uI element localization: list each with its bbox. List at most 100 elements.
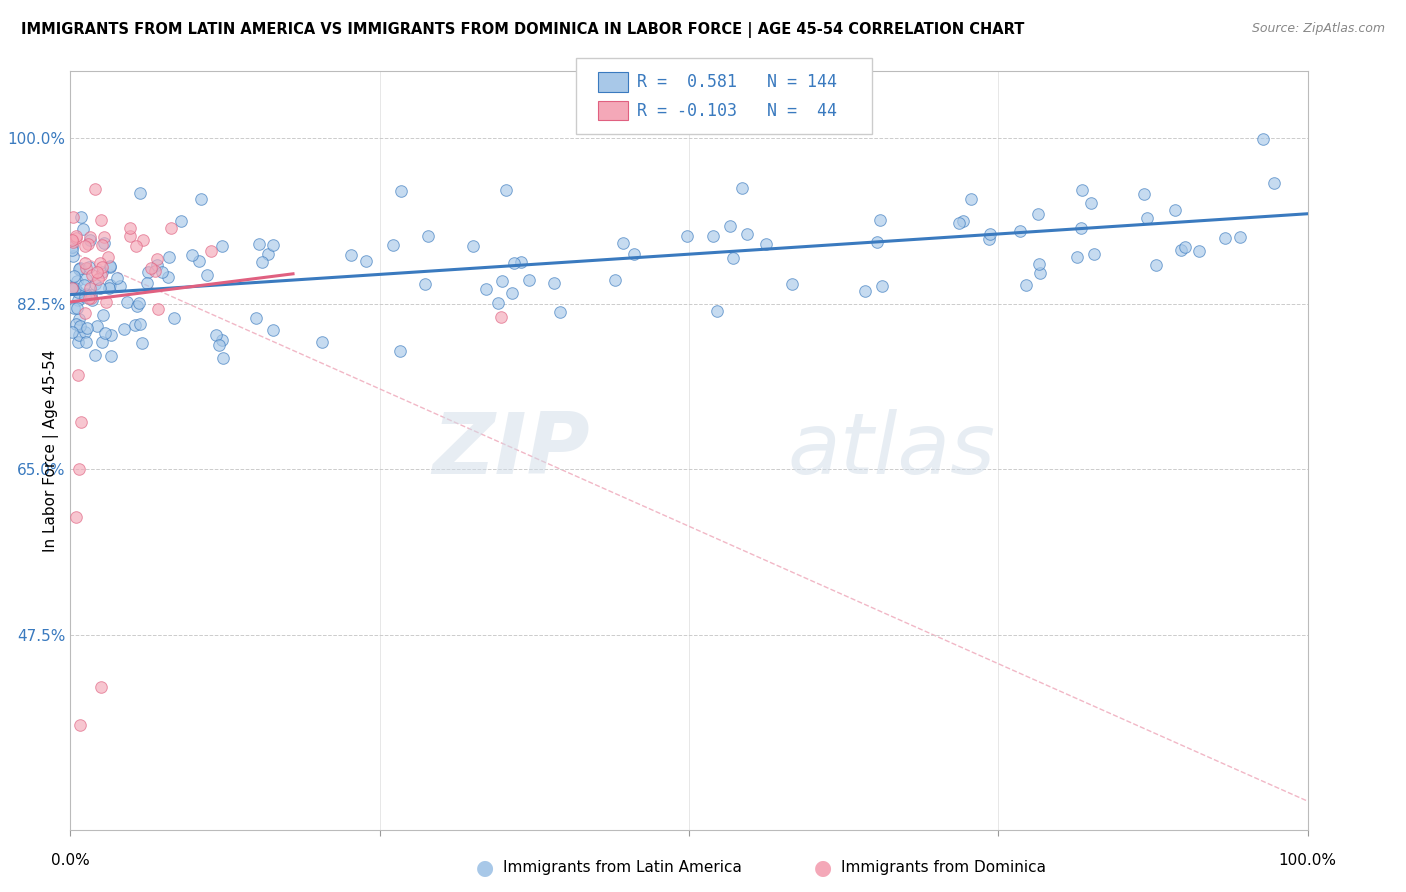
Point [60, 240, 83, 254]
Point [195, 268, 218, 283]
Point [869, 212, 891, 227]
Point [77, 291, 100, 305]
Point [475, 281, 498, 295]
Point [100, 349, 122, 363]
Point [69, 210, 91, 224]
Point [62, 282, 84, 296]
Point [91, 260, 114, 274]
Point [139, 260, 162, 275]
Point [1015, 277, 1038, 292]
Point [382, 238, 405, 252]
Point [486, 295, 509, 310]
Point [125, 299, 148, 313]
Point [866, 235, 889, 249]
Point [69, 261, 91, 276]
Point [83, 181, 105, 195]
Point [105, 271, 128, 285]
Point [501, 286, 523, 301]
Point [66, 274, 89, 288]
Point [83, 348, 105, 362]
Point [98, 260, 121, 274]
Point [60, 281, 83, 295]
Point [623, 246, 645, 260]
Point [517, 273, 540, 287]
Point [94, 294, 117, 309]
Point [146, 301, 169, 316]
Point [159, 221, 181, 235]
Point [979, 227, 1001, 241]
Point [62, 249, 84, 263]
Point [262, 238, 284, 252]
Point [146, 252, 169, 266]
Point [76, 321, 98, 335]
Point [67, 262, 90, 277]
Point [129, 186, 152, 201]
Point [60, 244, 83, 258]
Point [706, 304, 728, 318]
Point [120, 221, 142, 235]
Point [97, 250, 120, 264]
Point [1028, 257, 1050, 271]
Point [416, 229, 439, 244]
Point [69, 319, 91, 334]
Point [1028, 207, 1050, 221]
Text: Immigrants from Dominica: Immigrants from Dominica [841, 861, 1046, 875]
Point [952, 213, 974, 227]
Point [75, 256, 97, 270]
Point [702, 229, 724, 244]
Point [73, 278, 96, 293]
Point [93, 229, 115, 244]
Point [67, 285, 90, 299]
Text: Immigrants from Latin America: Immigrants from Latin America [503, 861, 742, 875]
Point [489, 310, 512, 324]
Point [163, 311, 186, 326]
Point [67, 462, 90, 476]
Point [69, 718, 91, 732]
Point [977, 232, 1000, 246]
Point [62, 235, 84, 250]
Text: Source: ZipAtlas.com: Source: ZipAtlas.com [1251, 22, 1385, 36]
Point [70, 415, 93, 429]
Point [91, 238, 114, 252]
Point [65, 228, 87, 243]
Point [90, 681, 112, 695]
Point [1263, 176, 1285, 190]
Point [79, 229, 101, 244]
Point [495, 183, 517, 197]
Point [1164, 203, 1187, 218]
Point [98, 278, 121, 293]
Point [62, 268, 84, 283]
Text: 0.0%: 0.0% [51, 854, 90, 868]
Point [79, 233, 101, 247]
Point [100, 328, 122, 343]
Point [89, 256, 111, 270]
Point [1229, 229, 1251, 244]
Point [66, 334, 89, 349]
Point [1174, 240, 1197, 254]
Point [79, 281, 101, 295]
Point [80, 268, 103, 283]
Point [143, 264, 166, 278]
Point [129, 317, 152, 331]
Point [1136, 211, 1159, 225]
Point [200, 244, 222, 258]
Point [211, 238, 233, 252]
Point [718, 219, 741, 233]
Point [1071, 183, 1094, 197]
Point [75, 271, 97, 285]
Point [1010, 224, 1032, 238]
Point [170, 214, 193, 228]
Point [98, 259, 121, 273]
Point [548, 305, 571, 319]
Point [1029, 266, 1052, 280]
Point [112, 322, 135, 336]
Point [75, 288, 97, 302]
Point [157, 250, 180, 264]
Point [86, 272, 108, 286]
Point [110, 279, 132, 293]
Point [413, 277, 436, 291]
Point [65, 317, 87, 331]
Point [84, 277, 107, 292]
Point [60, 325, 83, 339]
Point [93, 326, 115, 340]
